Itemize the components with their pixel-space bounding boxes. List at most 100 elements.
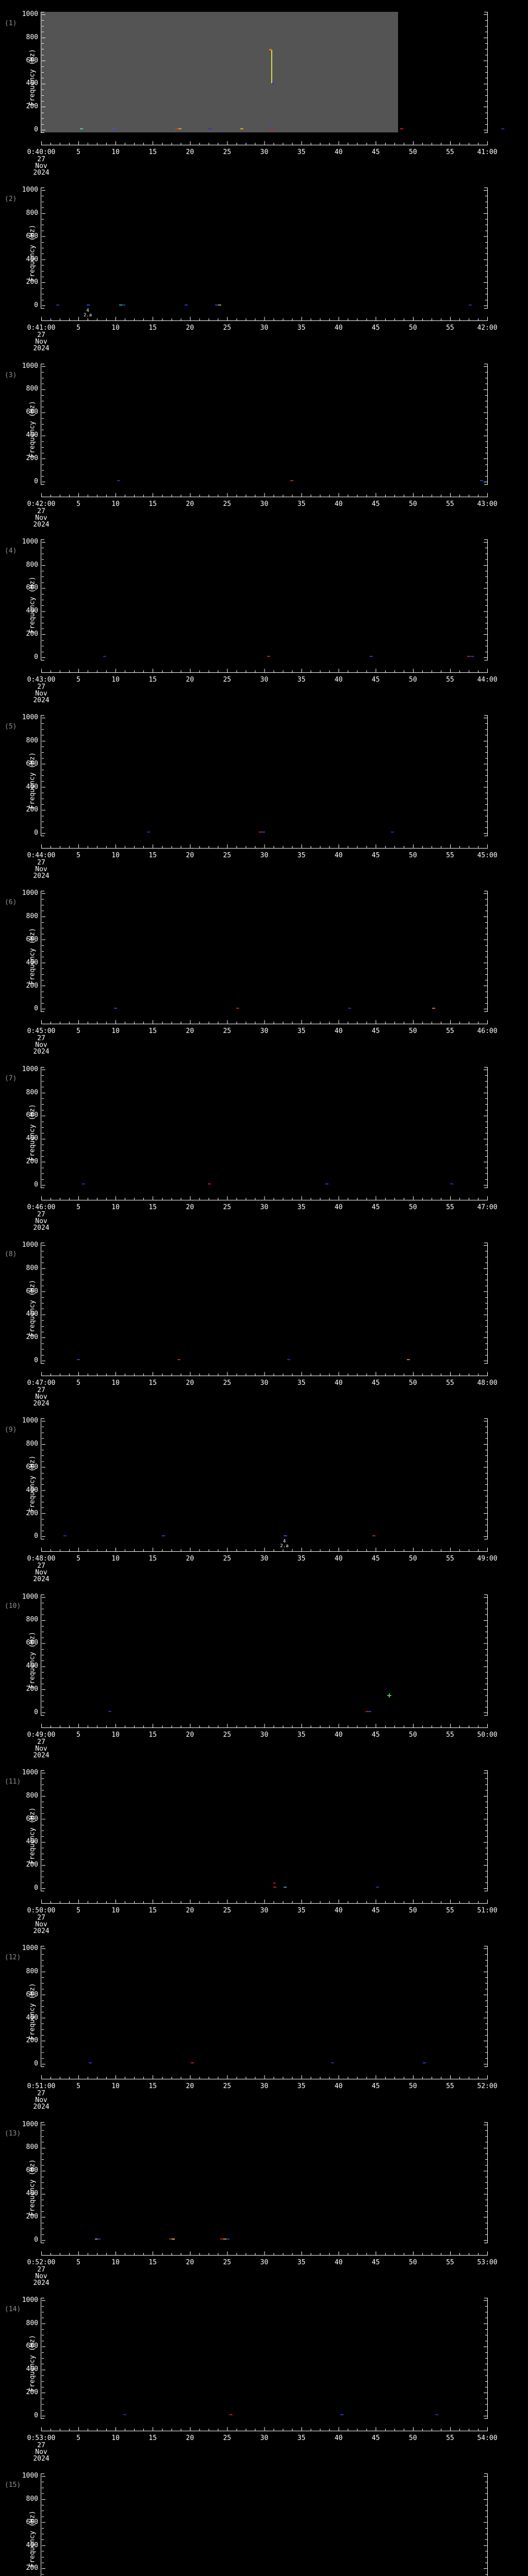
x-tick-label: 45: [371, 1731, 380, 1739]
x-tick-label: 25: [223, 1203, 232, 1211]
y-axis-cap: [41, 308, 44, 309]
x-tick-label: 20: [186, 1379, 194, 1387]
y-tick-label: 0: [34, 126, 38, 133]
x-tick-label: 20: [186, 2258, 194, 2266]
x-tick-label: 25: [223, 1555, 232, 1563]
x-tick-label: 50: [409, 675, 417, 684]
y-tick-label: 600: [26, 936, 38, 944]
y-tick-label: 400: [26, 607, 38, 615]
x-major-ticks: [41, 1548, 488, 1552]
x-tick-label: 45: [371, 1203, 380, 1211]
x-tick-label: 20: [186, 324, 194, 332]
y-tick-label: 0: [34, 653, 38, 661]
x-major-ticks: [41, 1020, 488, 1024]
x-tick-label: 25: [223, 2258, 232, 2266]
y-axis-right-spine: [487, 2473, 488, 2576]
x-end-time-label: 51:00: [477, 1906, 498, 1914]
y-axis-right-spine: [487, 891, 488, 1012]
x-tick-label: 20: [186, 500, 194, 508]
y-tick-label: 400: [26, 1310, 38, 1318]
x-tick-label: 35: [297, 2082, 306, 2091]
x-tick-label: 55: [446, 2434, 454, 2442]
date-line: 27: [37, 2265, 45, 2274]
x-tick-label: 15: [148, 1379, 157, 1387]
x-axis-date-label: 27 Nov 2024: [18, 859, 64, 879]
date-line: 27: [37, 683, 45, 691]
spectrogram-speck: [89, 2062, 92, 2064]
spectrogram-speck: [175, 128, 178, 130]
y-axis-cap: [484, 539, 487, 540]
x-tick-label: 35: [297, 1379, 306, 1387]
y-axis-cap: [484, 1715, 487, 1716]
y-tick-label: 200: [26, 2388, 38, 2397]
date-line: 27: [37, 1913, 45, 1922]
x-tick-label: 5: [76, 1203, 80, 1211]
y-tick-label: 0: [34, 1532, 38, 1540]
x-tick-label: 25: [223, 500, 232, 508]
spectrogram-speck: [169, 2238, 172, 2240]
x-tick-label: 35: [297, 148, 306, 156]
x-tick-label: 35: [297, 1555, 306, 1563]
spectrogram-speck: [259, 832, 262, 833]
x-tick-label: 30: [260, 500, 269, 508]
y-axis-cap: [41, 1715, 44, 1716]
x-tick-label: 20: [186, 1731, 194, 1739]
date-line: 27: [37, 156, 45, 163]
y-tick-label: 800: [26, 209, 38, 217]
plot-area: [41, 1595, 487, 1715]
y-major-ticks-left: [42, 190, 45, 307]
y-tick-label: 400: [26, 2541, 38, 2549]
y-tick-label: 800: [26, 912, 38, 921]
x-tick-label: 30: [260, 2258, 269, 2266]
signal-line-bottom-dot: [272, 83, 274, 85]
y-major-ticks-right: [484, 2300, 487, 2416]
y-tick-label: 600: [26, 584, 38, 592]
x-tick-label: 50: [409, 1379, 417, 1387]
x-start-time-label: 0:43:00: [27, 675, 56, 684]
spectrogram-speck: [283, 1535, 287, 1536]
plot-area: [41, 188, 487, 308]
x-end-time-label: 44:00: [477, 675, 498, 684]
date-line: 2024: [33, 1927, 50, 1935]
y-tick-label: 0: [34, 1180, 38, 1189]
x-tick-label: 40: [334, 500, 343, 508]
plot-area: [41, 1243, 487, 1363]
spectrogram-speck: [471, 656, 474, 657]
x-tick-label: 30: [260, 324, 269, 332]
panel-index-label: (6): [5, 899, 17, 907]
x-tick-label: 20: [186, 2082, 194, 2091]
x-tick-label: 50: [409, 2082, 417, 2091]
x-tick-label: 10: [111, 1027, 120, 1036]
spectrogram-speck: [407, 1359, 410, 1361]
x-tick-label: 10: [111, 148, 120, 156]
event-annotation: 4 2.a: [72, 309, 103, 318]
x-end-time-label: 47:00: [477, 1203, 498, 1211]
y-tick-label: 800: [26, 736, 38, 744]
y-major-ticks-left: [42, 2476, 45, 2576]
y-major-ticks-left: [42, 14, 45, 130]
y-axis-cap: [484, 1011, 487, 1012]
spectrogram-speck: [172, 2238, 175, 2240]
spectrogram-speck: [123, 2414, 126, 2416]
spectrogram-speck: [208, 128, 212, 130]
y-major-ticks-right: [484, 1597, 487, 1713]
spectrogram-speck: [480, 480, 483, 481]
y-axis-cap: [41, 2418, 44, 2419]
x-axis-spine: [41, 1903, 488, 1904]
x-end-time-label: 52:00: [477, 2082, 498, 2091]
spectrogram-speck: [331, 2062, 335, 2064]
date-line: 2024: [33, 2454, 50, 2463]
x-tick-label: 30: [260, 675, 269, 684]
date-line: 27: [37, 1386, 45, 1395]
y-tick-label: 400: [26, 255, 38, 263]
date-line: 2024: [33, 345, 50, 353]
spectrogram-panel: (2) Frequency (Hz) 0 200 400 600 800 1000 0:4…: [0, 176, 528, 353]
date-line: 27: [37, 507, 45, 515]
x-tick-label: 35: [297, 1027, 306, 1036]
x-tick-label: 55: [446, 1379, 454, 1387]
y-tick-label: 800: [26, 385, 38, 393]
plot-area: [41, 2298, 487, 2418]
x-major-ticks: [41, 141, 488, 145]
x-tick-label: 5: [76, 324, 80, 332]
y-major-ticks-right: [484, 14, 487, 130]
